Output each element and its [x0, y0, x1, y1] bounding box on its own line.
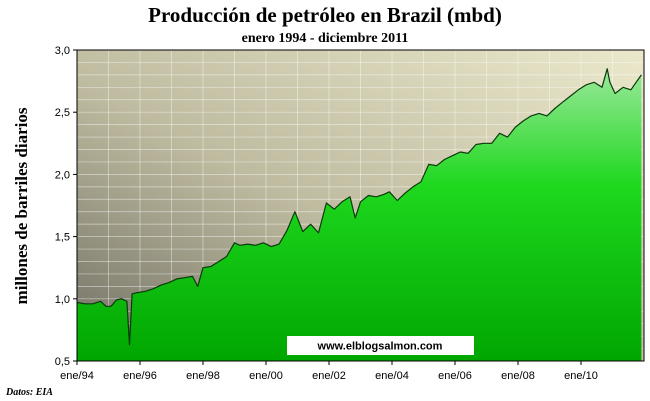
y-axis-label: millones de barriles diarios	[12, 107, 31, 304]
y-tick-label: 2,5	[55, 107, 70, 119]
y-tick-label: 2,0	[55, 169, 70, 181]
x-tick-label: ene/02	[312, 370, 346, 382]
x-tick-label: ene/00	[249, 370, 283, 382]
watermark-text: www.elblogsalmon.com	[317, 341, 443, 353]
y-tick-label: 3,0	[55, 45, 70, 57]
watermark: www.elblogsalmon.com	[287, 336, 474, 355]
x-tick-label: ene/08	[501, 370, 535, 382]
production-line	[77, 68, 642, 346]
y-tick-label: 1,0	[55, 294, 70, 306]
plot-border	[76, 49, 645, 362]
x-tick-label: ene/98	[186, 370, 220, 382]
chart-title: Producción de petróleo en Brazil (mbd)	[148, 3, 502, 27]
chart-subtitle: enero 1994 - diciembre 2011	[242, 31, 409, 46]
source-note: Datos: EIA	[5, 387, 53, 398]
x-tick-label: ene/04	[375, 370, 409, 382]
x-tick-label: ene/10	[564, 370, 598, 382]
x-tick-label: ene/94	[60, 370, 94, 382]
x-tick-label: ene/96	[123, 370, 157, 382]
x-axis: ene/94 ene/96 ene/98 ene/00 ene/02 ene/04 ene/…	[60, 361, 598, 382]
y-tick-label: 0,5	[55, 356, 70, 368]
y-tick-label: 1,5	[55, 232, 70, 244]
production-area	[77, 68, 642, 361]
watermark-box	[287, 336, 474, 355]
data-area-layer	[77, 68, 642, 361]
y-axis: 0,5 1,0 1,5 2,0 2,5 3,0	[55, 45, 77, 368]
x-tick-label: ene/06	[438, 370, 472, 382]
